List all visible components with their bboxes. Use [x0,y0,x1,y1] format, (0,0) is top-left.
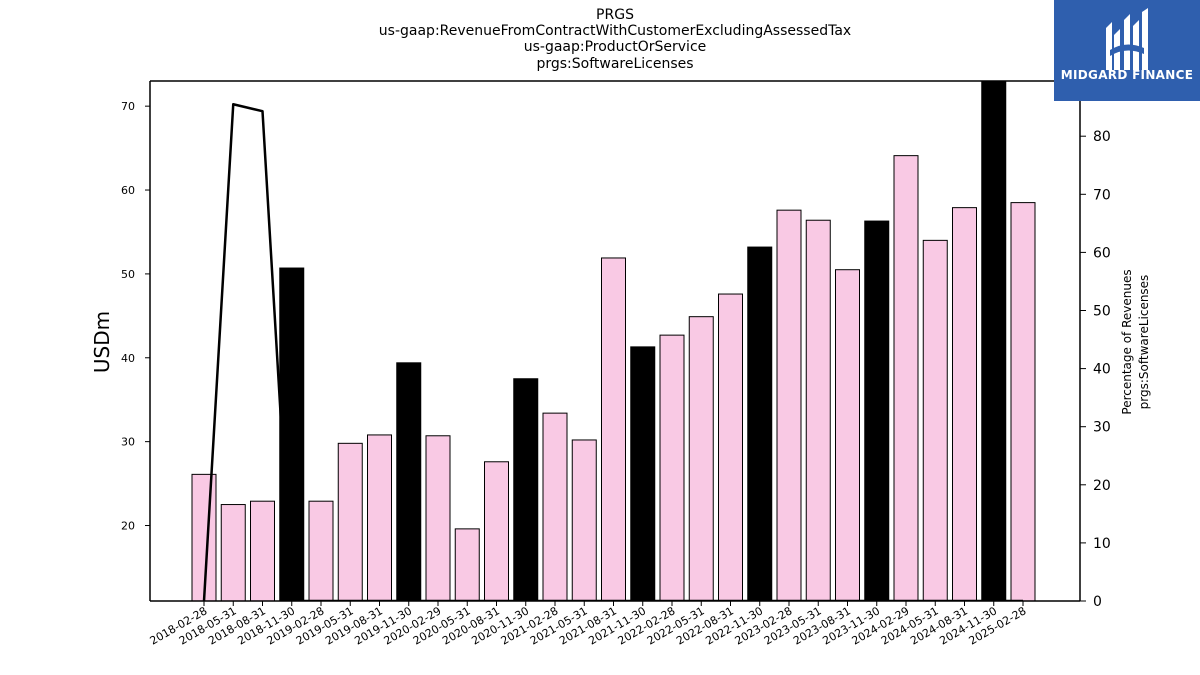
bar-2024-02-29 [893,155,919,601]
chart-title-line1: PRGS [596,7,634,23]
y2-tick-label-0: 0 [1093,594,1102,610]
bar-2023-05-31 [805,219,831,601]
bar-2024-11-30 [981,81,1007,601]
bar-2021-08-31 [601,257,626,601]
bar-2025-02-28 [1010,202,1036,601]
bars-layer [191,81,1036,601]
bar-2021-11-30 [630,346,656,601]
y2-tick-label-50: 50 [1093,303,1111,319]
chart-title-line4: prgs:SoftwareLicenses [536,56,694,72]
bar-2020-11-30 [513,378,539,601]
midgard-logo-icon [1106,8,1148,70]
bar-2022-11-30 [747,246,773,601]
bar-2019-08-31 [367,434,392,601]
bar-2018-08-31 [250,500,275,601]
y2-axis-label-line2: prgs:SoftwareLicenses [1137,275,1151,410]
bar-2023-08-31 [835,269,860,601]
bar-2018-11-30 [279,267,305,601]
y-tick-label-20: 20 [121,520,135,533]
bar-2020-08-31 [484,461,509,601]
bar-2020-02-29 [425,435,451,601]
bar-2023-11-30 [864,220,890,601]
bar-2022-05-31 [688,316,714,601]
bar-2022-08-31 [718,293,743,601]
bar-2024-08-31 [952,207,977,601]
logo: MIDGARD FINANCE [1054,0,1200,101]
y2-tick-label-10: 10 [1093,536,1111,552]
bar-2023-02-28 [776,209,802,601]
y2-tick-label-20: 20 [1093,478,1111,494]
bar-2024-05-31 [922,239,948,601]
bar-2019-02-28 [308,500,334,601]
bar-2019-05-31 [337,442,363,601]
y2-tick-label-60: 60 [1093,245,1111,261]
y-axis-label: USDm [90,311,114,373]
bar-2021-05-31 [571,439,597,601]
bar-2018-05-31 [220,504,246,601]
bar-2021-02-28 [542,412,568,601]
y-tick-label-60: 60 [121,184,135,197]
bar-2020-05-31 [454,528,480,601]
y-tick-label-30: 30 [121,436,135,449]
chart-title-line3: us-gaap:ProductOrService [523,39,707,55]
y-tick-label-50: 50 [121,268,135,281]
y2-tick-label-80: 80 [1093,129,1111,145]
y-tick-label-40: 40 [121,352,135,365]
y-tick-label-70: 70 [121,100,135,113]
bar-2019-11-30 [396,362,422,601]
y2-tick-label-40: 40 [1093,362,1111,378]
y2-axis-label-line1: Percentage of Revenues [1120,269,1134,414]
bar-2022-02-28 [659,334,685,601]
y2-tick-label-70: 70 [1093,187,1111,203]
chart-title-line2: us-gaap:RevenueFromContractWithCustomerE… [378,23,852,39]
logo-text: MIDGARD FINANCE [1060,68,1194,82]
y2-tick-label-30: 30 [1093,420,1111,436]
